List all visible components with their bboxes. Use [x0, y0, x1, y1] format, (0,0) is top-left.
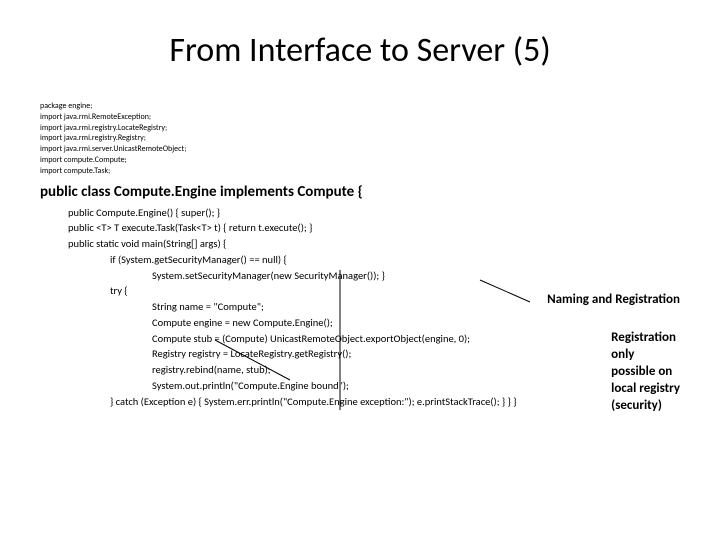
- import-line: import compute.Task;: [40, 166, 680, 177]
- import-line: import compute.Compute;: [40, 155, 680, 166]
- code-line: System.out.println("Compute.Engine bound…: [40, 378, 680, 394]
- import-line: import java.rmi.registry.LocateRegistry;: [40, 123, 680, 134]
- slide-container: From Interface to Server (5) package eng…: [0, 0, 720, 540]
- import-line: import java.rmi.server.UnicastRemoteObje…: [40, 144, 680, 155]
- import-line: package engine;: [40, 101, 680, 112]
- code-line: public static void main(String[] args) {: [40, 236, 680, 252]
- imports-block: package engine; import java.rmi.RemoteEx…: [40, 101, 680, 177]
- code-line: if (System.getSecurityManager() == null)…: [40, 252, 680, 268]
- code-line: Compute engine = new Compute.Engine();: [40, 315, 680, 331]
- callout-line: (security): [611, 398, 680, 415]
- callout-naming: Naming and Registration: [547, 292, 680, 307]
- code-line: registry.rebind(name, stub);: [40, 362, 680, 378]
- code-line: Registry registry = LocateRegistry.getRe…: [40, 346, 680, 362]
- slide-title: From Interface to Server (5): [40, 30, 680, 71]
- callout-line: possible on: [611, 364, 680, 381]
- import-line: import java.rmi.RemoteException;: [40, 112, 680, 123]
- import-line: import java.rmi.registry.Registry;: [40, 133, 680, 144]
- code-line: System.setSecurityManager(new SecurityMa…: [40, 268, 680, 284]
- class-declaration: public class Compute.Engine implements C…: [40, 183, 680, 201]
- code-line: public <T> T execute.Task(Task<T> t) { r…: [40, 220, 680, 236]
- callout-line: Registration: [611, 330, 680, 347]
- callout-registration: Registration only possible on local regi…: [611, 330, 680, 414]
- code-line: Compute stub = (Compute) UnicastRemoteOb…: [40, 331, 680, 347]
- callout-line: local registry: [611, 381, 680, 398]
- code-line: public Compute.Engine() { super(); }: [40, 205, 680, 221]
- code-line: } catch (Exception e) { System.err.print…: [40, 394, 680, 410]
- callout-line: only: [611, 347, 680, 364]
